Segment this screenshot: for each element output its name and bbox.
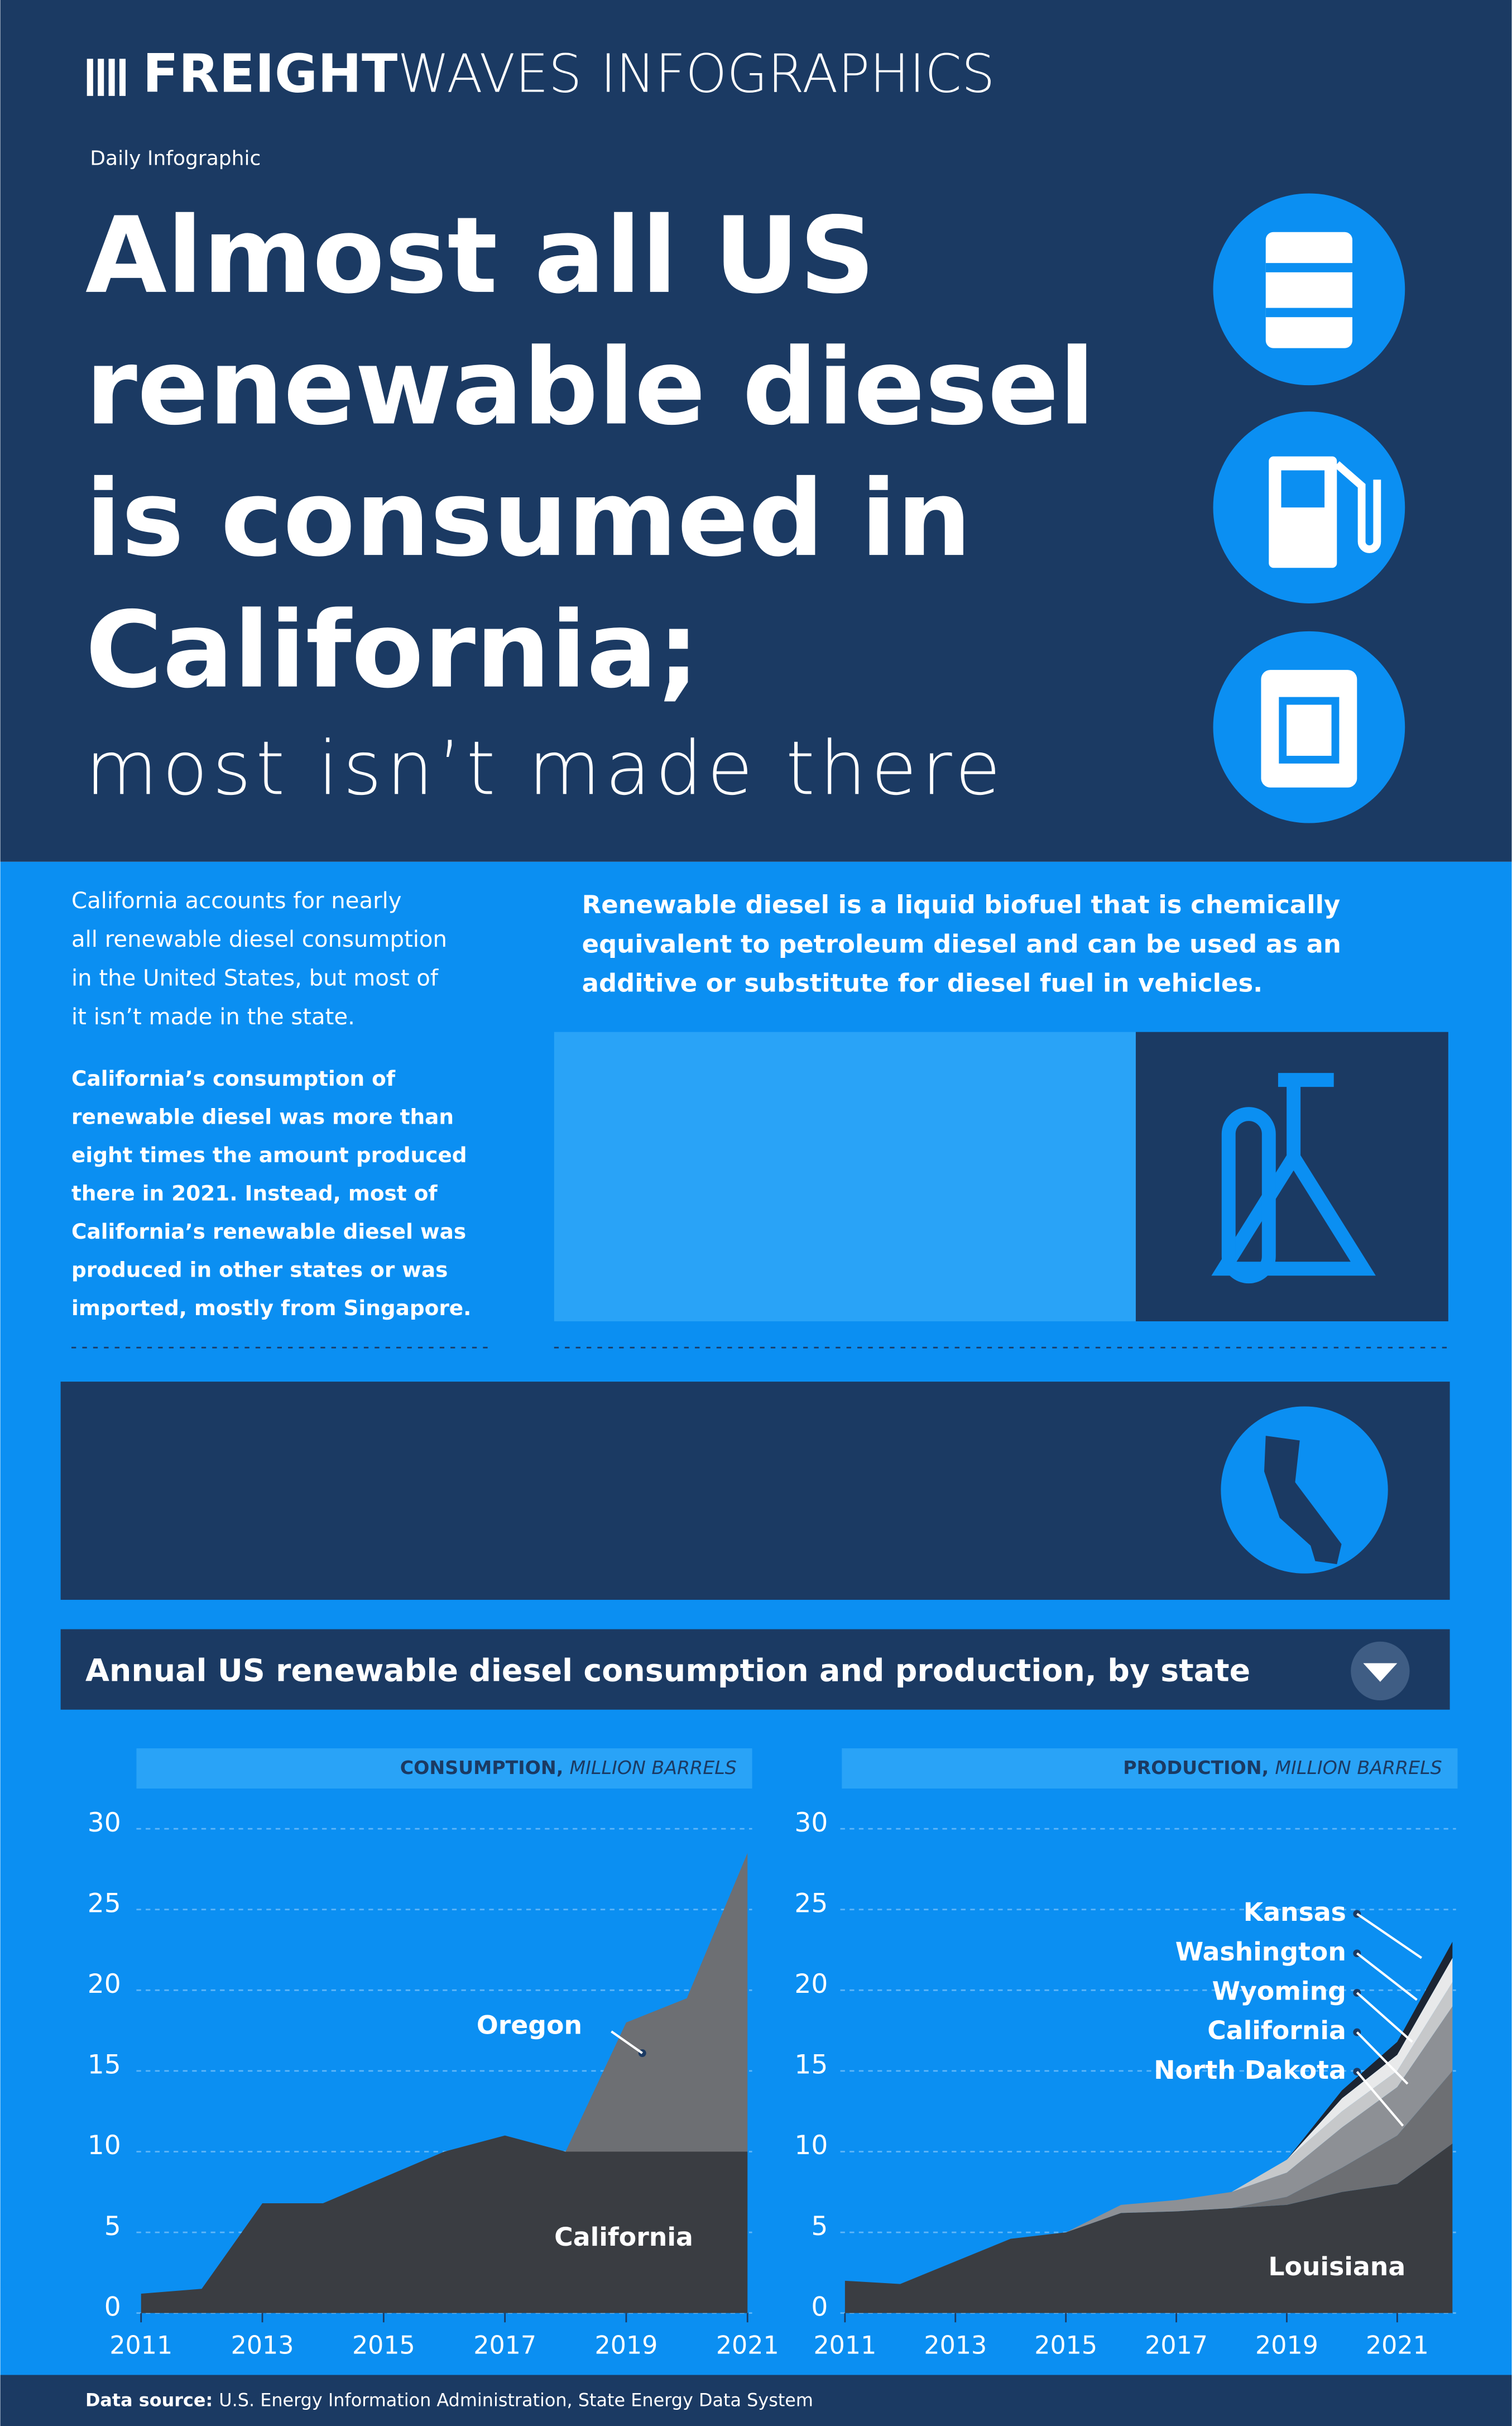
section-title: Annual US renewable diesel consumption a… <box>85 1653 1250 1689</box>
flask-icon <box>1211 1073 1376 1284</box>
chart-title: CONSUMPTION, <box>400 1757 564 1778</box>
x-tick-label: 2019 <box>595 2332 658 2360</box>
area <box>844 2006 1453 2284</box>
series-label: Washington <box>1175 1937 1346 1967</box>
chart-header <box>136 1748 752 1789</box>
area <box>141 1853 748 2294</box>
logo-part: FREIGHT <box>143 44 398 104</box>
title-line: California; <box>85 589 699 712</box>
logo: FREIGHTWAVES INFOGRAPHICS <box>143 44 995 104</box>
logo-mark <box>87 59 126 96</box>
series-label: Louisiana <box>1268 2252 1405 2281</box>
y-tick-label: 10 <box>88 2130 121 2161</box>
x-tick-label: 2013 <box>231 2332 294 2360</box>
area <box>844 2144 1453 2313</box>
california-icon <box>1221 1406 1388 1574</box>
leader-line <box>1356 2070 1404 2127</box>
area <box>844 2070 1453 2284</box>
leader-line <box>1356 2031 1409 2085</box>
y-tick-label: 5 <box>104 2211 121 2242</box>
intro-line: in the United States, but most of <box>71 965 439 991</box>
y-axis-label: MILLION BARRELS <box>1275 1757 1442 1778</box>
x-tick-label: 2015 <box>1034 2332 1097 2360</box>
footer-bg <box>0 2375 1512 2426</box>
y-tick-label: 0 <box>104 2291 121 2322</box>
intro-line: it isn’t made in the state. <box>71 1004 355 1030</box>
y-tick-label: 15 <box>88 2050 121 2080</box>
kicker: Daily Infographic <box>90 147 261 170</box>
intro-line: California accounts for nearly <box>71 888 402 914</box>
x-tick-label: 2015 <box>352 2332 415 2360</box>
lcfs-box <box>60 1382 1450 1600</box>
y-tick-label: 10 <box>794 2130 828 2161</box>
title-line: renewable diesel <box>85 327 1095 449</box>
source-text: U.S. Energy Information Administration, … <box>219 2390 813 2411</box>
subtitle: most isn’t made there <box>85 726 1005 812</box>
y-tick-label: 30 <box>794 1807 828 1838</box>
chart-header-text: CONSUMPTION, MILLION BARRELS <box>400 1757 737 1778</box>
icons <box>1213 193 1405 823</box>
area <box>844 1982 1453 2284</box>
y-tick-label: 25 <box>88 1888 121 1919</box>
footer: Data source: U.S. Energy Information Admi… <box>85 2390 813 2411</box>
leader-line <box>1356 1952 1418 2001</box>
y-axis-label: MILLION BARRELS <box>569 1757 736 1778</box>
chart-header-text: PRODUCTION, MILLION BARRELS <box>1123 1757 1442 1778</box>
chart-title: PRODUCTION, <box>1123 1757 1269 1778</box>
x-tick-label: 2011 <box>813 2332 876 2360</box>
x-tick-label: 2017 <box>1145 2332 1208 2360</box>
series-label: Wyoming <box>1212 1976 1346 2006</box>
leader-line <box>1356 1912 1423 1959</box>
title-line: is consumed in <box>85 458 972 580</box>
intro-line: all renewable diesel consumption <box>71 927 447 952</box>
definition-line: Renewable diesel is a liquid biofuel tha… <box>582 890 1341 919</box>
intro-bold-line: there in 2021. Instead, most of <box>71 1181 438 1206</box>
x-tick-label: 2019 <box>1255 2332 1318 2360</box>
intro-bold-line: produced in other states or was <box>71 1257 448 1282</box>
definition-line: additive or substitute for diesel fuel i… <box>582 968 1263 998</box>
comparison-box <box>554 1032 1136 1322</box>
x-tick-label: 2021 <box>716 2332 779 2360</box>
area <box>141 2135 748 2313</box>
x-tick-label: 2013 <box>924 2332 987 2360</box>
logo-part: WAVES <box>397 44 582 105</box>
y-tick-label: 5 <box>811 2211 828 2242</box>
title-line: Almost all US <box>85 195 875 317</box>
leader-line <box>611 2030 643 2054</box>
intro-bold-line: California’s consumption of <box>71 1066 396 1091</box>
section-bar <box>60 1629 1450 1710</box>
series-label: North Dakota <box>1154 2055 1346 2085</box>
intro-bold-line: eight times the amount produced <box>71 1143 467 1167</box>
definition-line: equivalent to petroleum diesel and can b… <box>582 929 1341 958</box>
series-label: California <box>554 2222 693 2252</box>
x-tick-label: 2021 <box>1366 2332 1429 2360</box>
chart-header <box>842 1748 1458 1789</box>
y-tick-label: 25 <box>794 1888 828 1919</box>
source-label: Data source: <box>85 2390 213 2411</box>
leader-line <box>1356 1992 1413 2043</box>
series-label: Kansas <box>1244 1897 1346 1927</box>
dropdown-arrow <box>1363 1663 1398 1682</box>
y-tick-label: 20 <box>794 1969 828 2000</box>
intro-bold-line: renewable diesel was more than <box>71 1105 454 1129</box>
y-tick-label: 15 <box>794 2050 828 2080</box>
intro-bold-line: California’s renewable diesel was <box>71 1219 466 1244</box>
x-tick-label: 2017 <box>473 2332 536 2360</box>
california-shape <box>1264 1436 1342 1565</box>
logo-part: INFOGRAPHICS <box>601 44 995 105</box>
series-label: California <box>1207 2016 1346 2045</box>
intro-bold-line: imported, mostly from Singapore. <box>71 1296 471 1320</box>
y-tick-label: 0 <box>811 2291 828 2322</box>
y-tick-label: 30 <box>88 1807 121 1838</box>
x-tick-label: 2011 <box>109 2332 172 2360</box>
y-tick-label: 20 <box>88 1969 121 2000</box>
series-label: Oregon <box>477 2010 582 2040</box>
